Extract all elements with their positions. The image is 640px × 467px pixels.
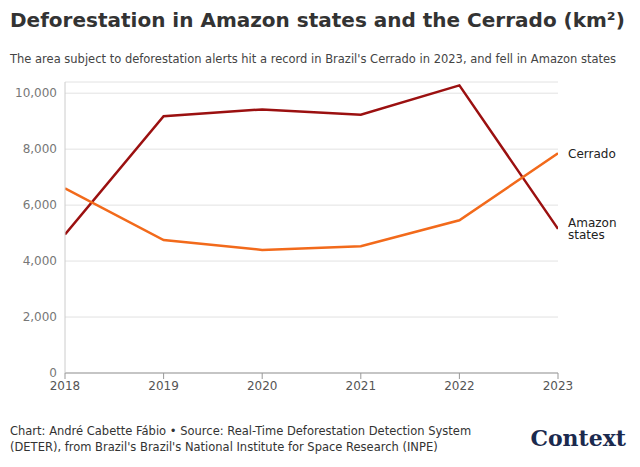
svg-text:2,000: 2,000: [23, 310, 57, 324]
svg-text:10,000: 10,000: [15, 86, 57, 100]
svg-text:8,000: 8,000: [23, 142, 57, 156]
svg-text:Amazonstates: Amazonstates: [568, 216, 617, 242]
html-text:Deforestation in Amazon states: Deforestation in Amazon states and the C…: [10, 8, 625, 32]
svg-text:4,000: 4,000: [23, 254, 57, 268]
svg-text:2019: 2019: [148, 379, 179, 393]
html-text:Chart: André Cabette Fábio • S: Chart: André Cabette Fábio • Source: Rea…: [10, 424, 472, 454]
svg-text:Cerrado: Cerrado: [568, 147, 616, 161]
html-text:Context: Context: [530, 425, 626, 451]
svg-text:2022: 2022: [444, 379, 475, 393]
svg-text:2021: 2021: [346, 379, 377, 393]
svg-text:2018: 2018: [50, 379, 81, 393]
svg-text:2023: 2023: [543, 379, 574, 393]
html-text:The area subject to deforestat: The area subject to deforestation alerts…: [10, 52, 617, 66]
svg-text:0: 0: [49, 366, 57, 380]
svg-text:2020: 2020: [247, 379, 278, 393]
svg-text:6,000: 6,000: [23, 198, 57, 212]
